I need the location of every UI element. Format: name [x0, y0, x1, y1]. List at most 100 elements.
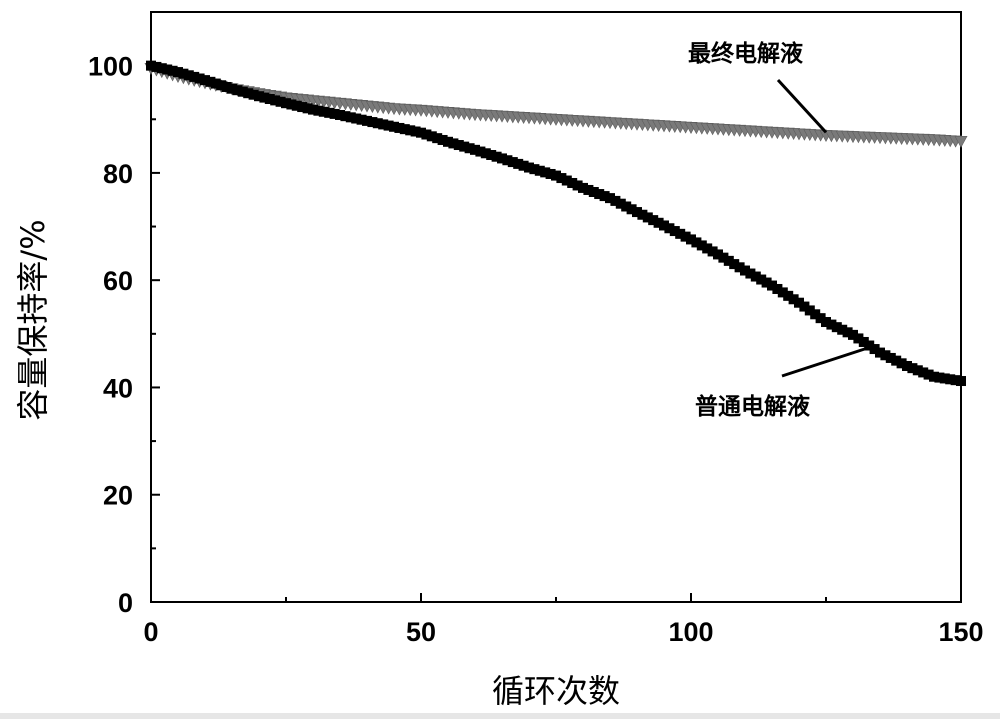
data-point-square — [896, 358, 907, 369]
data-point-square — [648, 215, 659, 226]
data-point-square — [599, 191, 610, 202]
annotation-normal-electrolyte: 普通电解液 — [695, 393, 810, 420]
data-point-square — [248, 89, 259, 100]
data-point-square — [210, 78, 221, 89]
data-point-square — [426, 131, 437, 142]
data-point-square — [237, 86, 248, 97]
data-point-square — [788, 294, 799, 305]
data-point-square — [416, 127, 426, 138]
data-point-square — [939, 373, 950, 384]
data-point-square — [761, 277, 772, 288]
axis-labels: 循环次数 容量保持率/% — [14, 219, 620, 710]
data-point-square — [853, 333, 864, 344]
data-point-square — [626, 204, 637, 215]
y-axis-title: 容量保持率/% — [14, 219, 52, 420]
x-tick-label: 0 — [143, 617, 158, 647]
data-point-square — [572, 180, 583, 191]
data-point-square — [227, 83, 237, 94]
data-point-square — [902, 361, 912, 371]
data-point-square — [556, 173, 567, 184]
data-point-square — [443, 136, 453, 147]
data-point-square — [858, 336, 869, 347]
data-point-square — [367, 117, 378, 128]
data-point-square — [410, 126, 421, 137]
data-point-square — [831, 322, 842, 333]
data-point-square — [405, 125, 416, 136]
data-point-square — [151, 61, 162, 72]
data-point-square — [810, 309, 821, 320]
data-point-square — [837, 324, 848, 335]
x-tick-label: 50 — [406, 617, 436, 647]
data-point-square — [302, 103, 313, 114]
y-tick-label: 0 — [118, 588, 133, 618]
data-point-square — [286, 99, 297, 110]
data-point-square — [146, 60, 156, 71]
data-point-square — [718, 252, 729, 263]
data-point-square — [275, 96, 286, 107]
data-point-square — [464, 143, 475, 154]
data-point-square — [329, 108, 340, 119]
data-point-square — [659, 220, 669, 231]
data-point-square — [745, 268, 756, 279]
data-point-square — [475, 146, 486, 157]
data-point-square — [821, 317, 831, 328]
data-point-square — [567, 177, 578, 188]
data-point-square — [675, 228, 686, 239]
y-tick-label: 80 — [103, 159, 133, 189]
y-tick-label: 100 — [88, 52, 133, 82]
data-point-square — [183, 70, 194, 81]
x-tick-label: 150 — [938, 617, 983, 647]
data-point-square — [664, 223, 675, 234]
data-point-square — [842, 327, 853, 338]
data-point-square — [934, 372, 945, 383]
data-point-square — [875, 347, 885, 358]
data-point-square — [691, 237, 702, 248]
data-point-square — [804, 305, 815, 316]
data-point-square — [497, 153, 507, 164]
data-point-square — [545, 168, 556, 179]
data-point-square — [453, 140, 464, 151]
data-point-square — [480, 148, 491, 159]
data-point-square — [696, 240, 707, 251]
data-point-square — [502, 155, 513, 166]
data-point-square — [885, 352, 896, 363]
data-point-square — [707, 246, 718, 257]
annotation-arrow-final-electrolyte — [776, 78, 828, 134]
data-point-square — [281, 98, 291, 109]
data-point-square — [729, 259, 740, 270]
data-point-square — [826, 319, 837, 330]
data-point-square — [767, 280, 777, 291]
data-point-square — [362, 115, 372, 126]
data-point-square — [642, 212, 653, 223]
series-final-electrolyte — [144, 63, 968, 148]
data-point-square — [459, 141, 470, 152]
data-point-square — [799, 301, 810, 312]
data-point-square — [389, 121, 399, 132]
data-point-square — [372, 118, 383, 129]
data-point-square — [291, 100, 302, 111]
annotation-final-electrolyte: 最终电解液 — [688, 40, 803, 67]
data-point-square — [702, 243, 713, 254]
data-point-square — [470, 144, 480, 155]
x-tick-label: 100 — [668, 617, 713, 647]
data-point-square — [756, 274, 767, 285]
data-point-square — [345, 112, 356, 123]
data-point-square — [637, 209, 648, 220]
y-tick-label: 40 — [103, 373, 133, 403]
data-point-square — [588, 187, 599, 198]
data-point-square — [167, 65, 178, 76]
data-point-square — [869, 344, 880, 355]
annotations: 最终电解液 普通电解液 — [688, 40, 870, 420]
data-point-square — [750, 271, 761, 282]
data-point-square — [740, 265, 750, 276]
data-point-square — [254, 91, 264, 102]
data-point-square — [200, 75, 210, 86]
data-point-square — [772, 283, 783, 294]
data-point-square — [551, 170, 561, 181]
data-point-square — [794, 297, 804, 308]
data-point-square — [734, 262, 745, 273]
data-point-square — [880, 350, 891, 361]
data-point-square — [929, 371, 939, 382]
data-point-square — [583, 184, 594, 195]
